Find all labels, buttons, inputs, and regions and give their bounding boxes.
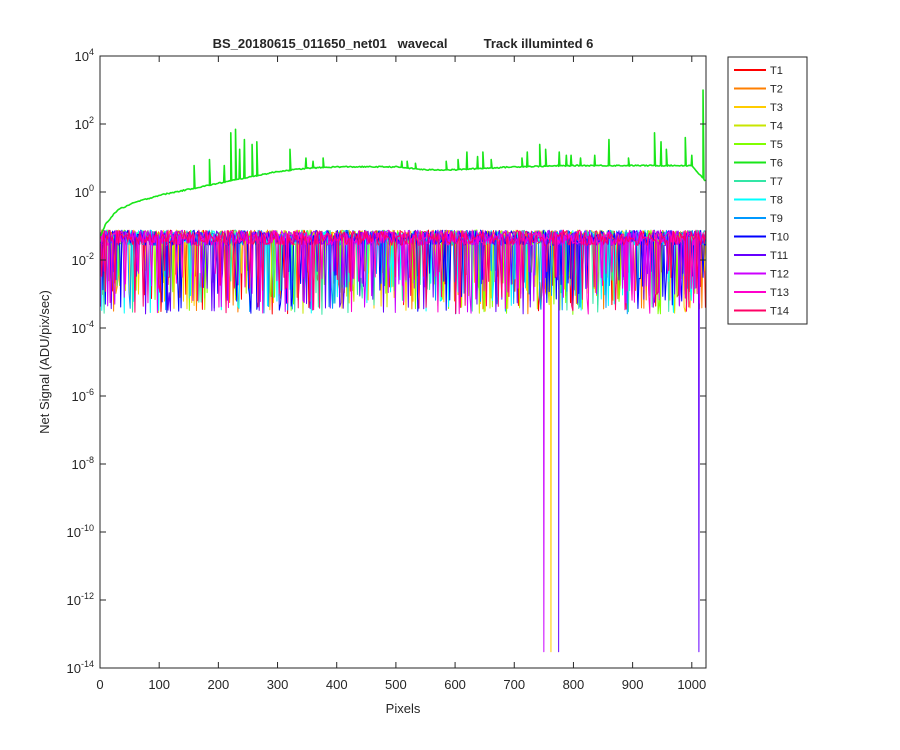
y-tick-label: 10-10 (67, 523, 94, 540)
legend-label-t2: T2 (770, 84, 783, 96)
legend-label-t8: T8 (770, 195, 783, 207)
axes-box (99, 55, 707, 669)
x-tick-label: 0 (96, 677, 103, 692)
x-tick-label: 100 (148, 677, 170, 692)
legend-label-t6: T6 (770, 158, 783, 170)
series-line-t14 (100, 229, 706, 314)
x-axis-label: Pixels (386, 701, 421, 716)
series-line-t13 (100, 229, 706, 315)
y-tick-label: 10-2 (72, 251, 94, 268)
x-tick-label: 700 (503, 677, 525, 692)
y-axis-label: Net Signal (ADU/pix/sec) (37, 290, 52, 434)
legend-label-t4: T4 (770, 121, 783, 133)
x-tick-label: 500 (385, 677, 407, 692)
y-tick-label: 10-14 (67, 659, 94, 676)
x-axis: 0 100 200 300 400 500 600 700 800 900 1000 (96, 56, 706, 692)
x-tick-label: 800 (563, 677, 585, 692)
chart-title: BS_20180615_011650_net01 wavecal Track i… (213, 36, 594, 51)
y-tick-label: 10-4 (72, 319, 94, 336)
legend-label-t14: T14 (770, 306, 789, 318)
x-tick-label: 200 (208, 677, 230, 692)
series-layer (100, 89, 706, 653)
y-tick-label: 100 (75, 183, 94, 200)
legend-label-t5: T5 (770, 139, 783, 151)
legend-box (727, 56, 808, 325)
x-tick-label: 1000 (677, 677, 706, 692)
legend-label-t7: T7 (770, 176, 783, 188)
legend-label-t12: T12 (770, 269, 789, 281)
x-tick-label: 400 (326, 677, 348, 692)
y-tick-label: 102 (75, 115, 94, 132)
legend-label-t10: T10 (770, 232, 789, 244)
x-tick-label: 600 (444, 677, 466, 692)
series-line-t6 (100, 89, 706, 237)
legend-label-t3: T3 (770, 102, 783, 114)
y-tick-label: 104 (75, 47, 94, 64)
x-tick-label: 900 (622, 677, 644, 692)
legend-label-t13: T13 (770, 287, 789, 299)
legend-label-t1: T1 (770, 65, 783, 77)
y-axis: 10-14 10-12 10-10 10-8 10-6 10-4 10-2 100 102 104 (67, 47, 706, 676)
x-tick-label: 300 (267, 677, 289, 692)
y-tick-label: 10-6 (72, 387, 94, 404)
legend-label-t11: T11 (770, 250, 788, 262)
y-tick-label: 10-12 (67, 591, 94, 608)
legend-label-t9: T9 (770, 213, 783, 225)
legend: T1 T2 T3 T4 T5 T6 T7 T8 T9 T10 T11 T12 T13 T14 (727, 56, 808, 325)
y-tick-label: 10-8 (72, 455, 94, 472)
